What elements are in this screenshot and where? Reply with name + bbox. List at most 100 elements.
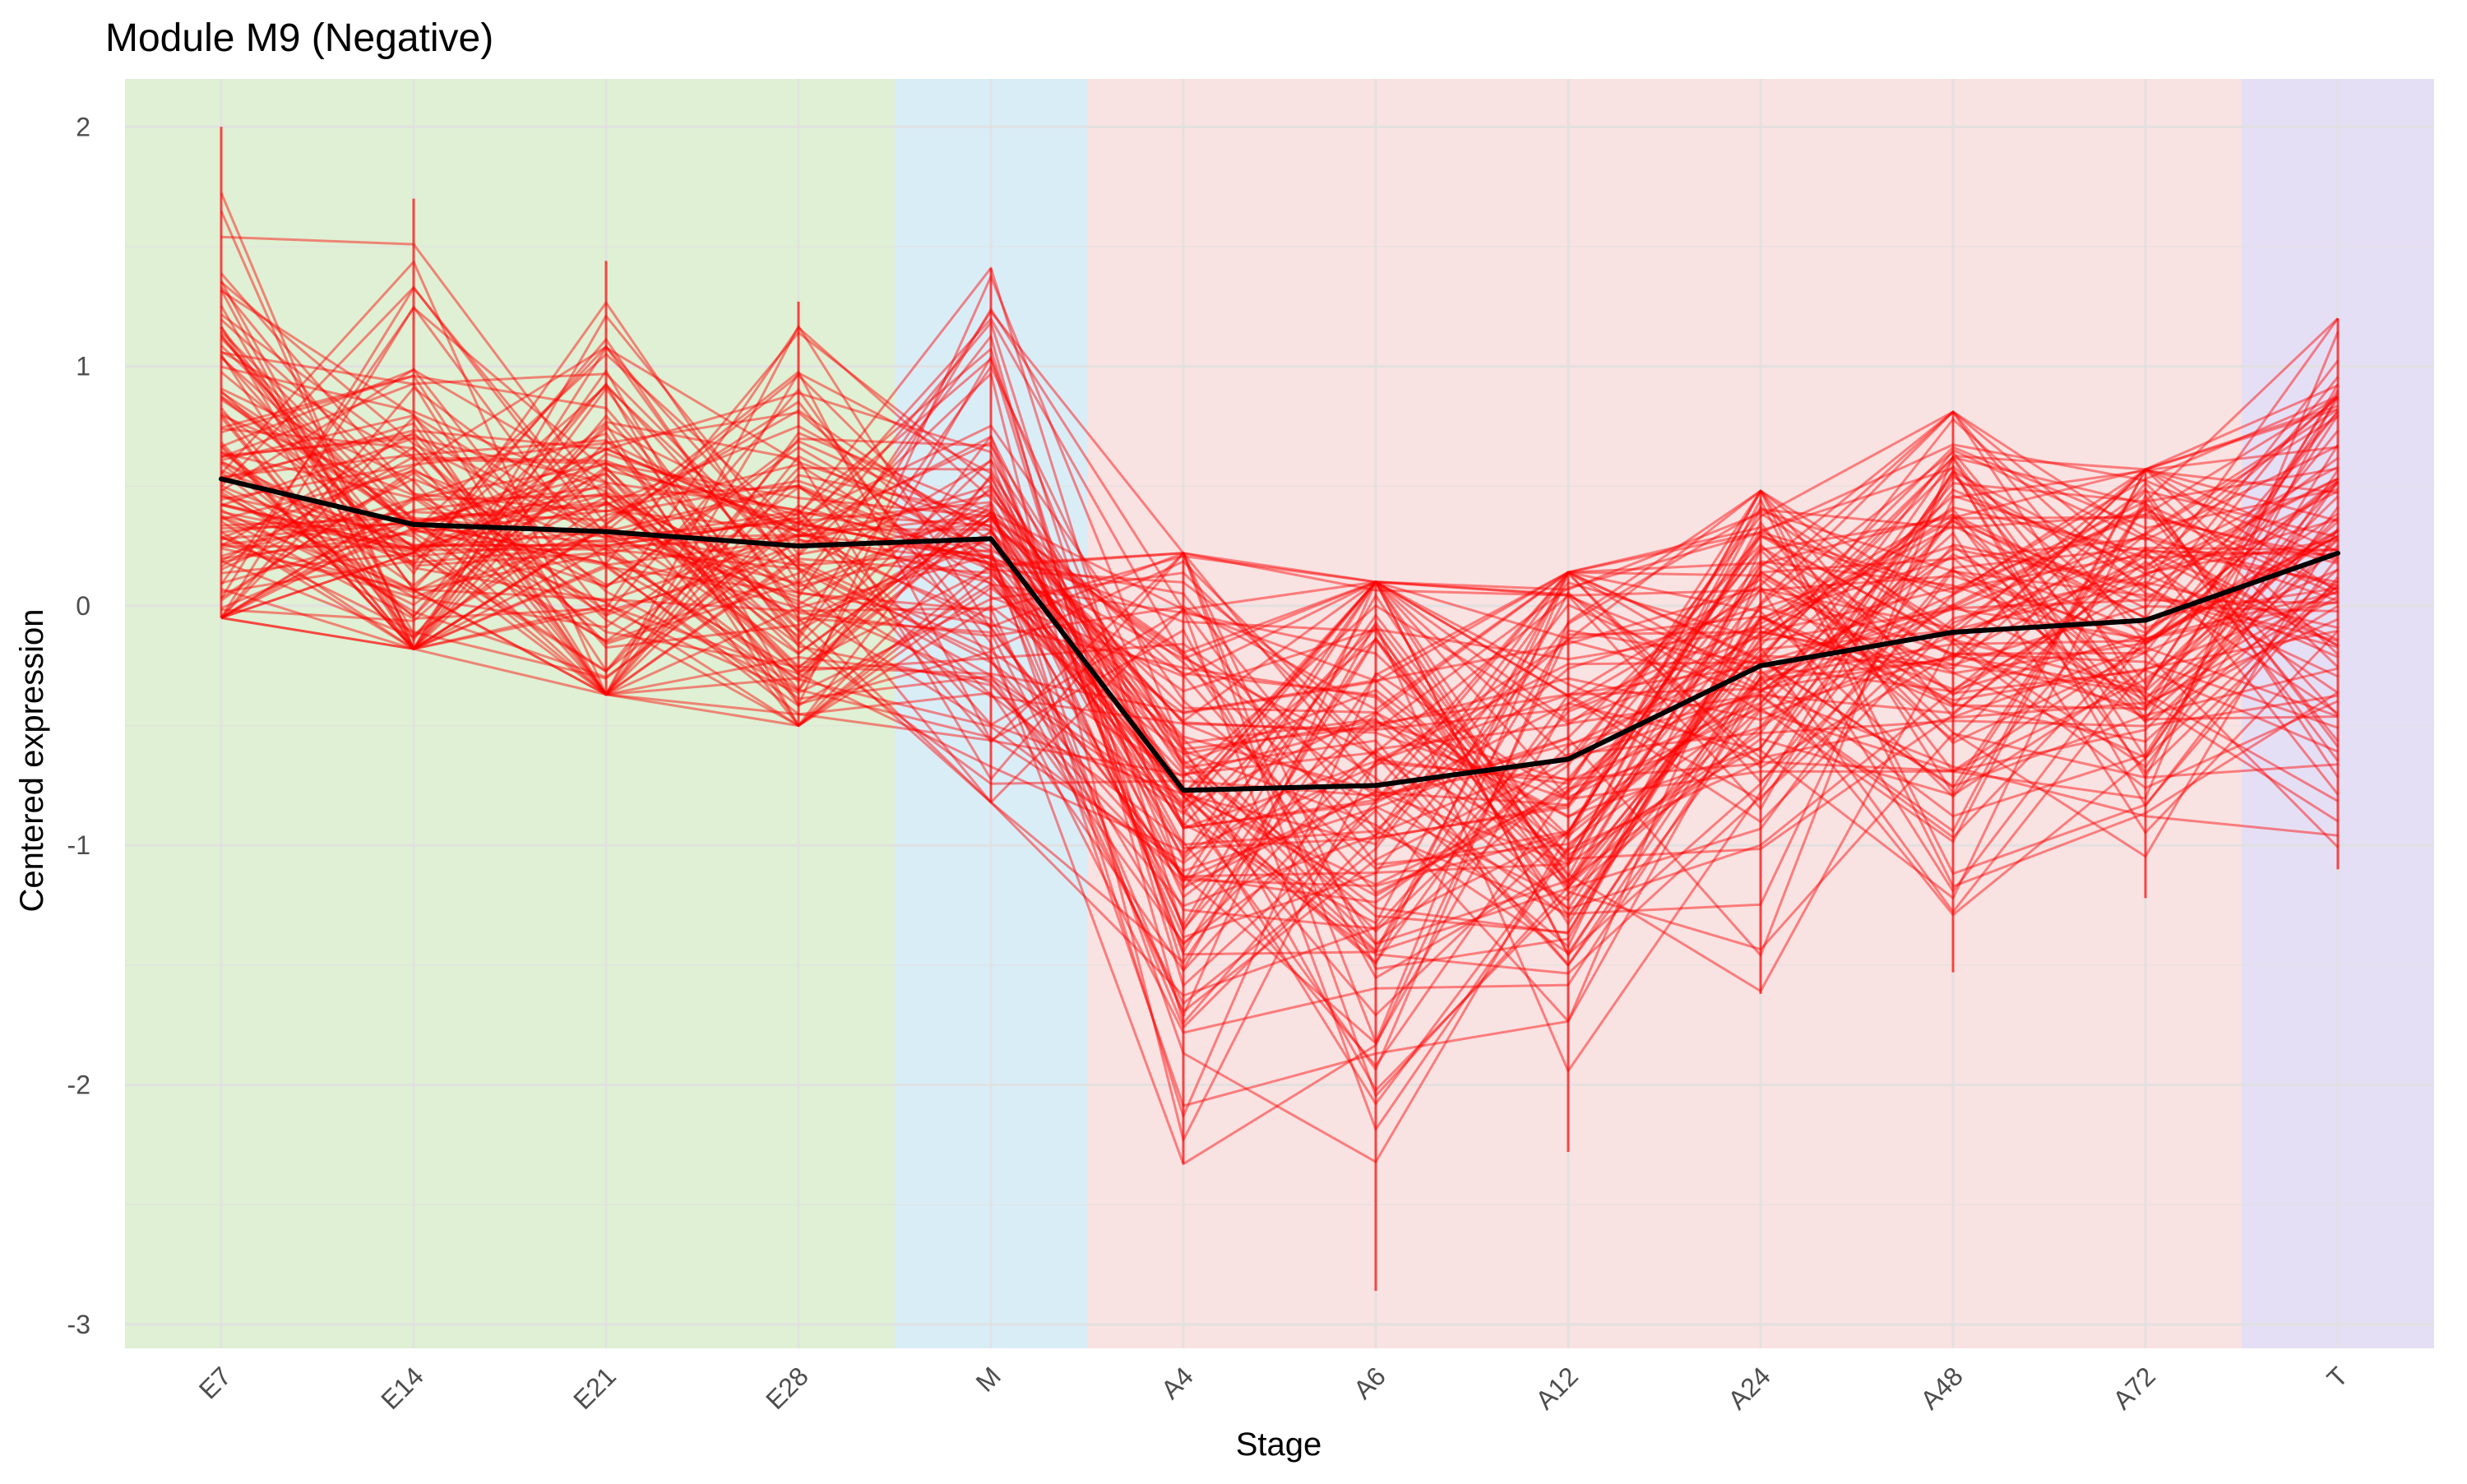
gene-line — [220, 396, 2339, 881]
gene-line — [220, 374, 2339, 866]
x-axis-title: Stage — [1236, 1426, 1322, 1463]
gene-line — [220, 410, 2339, 946]
gene-line — [220, 447, 2339, 956]
gene-line — [220, 326, 2340, 824]
gene-line — [220, 395, 2339, 935]
gene-line — [220, 395, 2339, 870]
gene-line — [220, 374, 2339, 1044]
gene-line — [220, 475, 2340, 945]
gene-line — [220, 318, 2339, 833]
gene-line — [220, 468, 2339, 751]
gene-line — [220, 429, 2340, 1045]
gene-line — [220, 356, 2339, 1023]
gene-line — [220, 416, 2339, 965]
gene-line — [220, 331, 2339, 926]
gene-line — [220, 431, 2339, 957]
x-tick-label: M — [970, 1361, 1007, 1397]
gene-line — [220, 372, 2339, 840]
gene-line — [220, 384, 2339, 972]
gene-line — [220, 466, 2340, 897]
gene-line — [220, 443, 2339, 732]
gene-line — [220, 392, 2340, 945]
gene-line — [220, 307, 2339, 1017]
gene-lines — [220, 127, 2340, 1292]
gene-line — [220, 344, 2339, 711]
y-tick-label: 0 — [76, 591, 90, 621]
y-axis-title: Centered expression — [14, 608, 50, 912]
x-tick-label: A4 — [1155, 1361, 1199, 1404]
gene-line — [220, 424, 2339, 934]
gene-line — [220, 331, 2340, 971]
y-tick-label: 1 — [76, 352, 90, 381]
gene-line — [220, 437, 2339, 796]
gene-line — [220, 469, 2339, 889]
gene-line — [220, 387, 2339, 886]
gene-line — [220, 325, 2339, 904]
gene-line — [220, 472, 2339, 742]
gene-line — [220, 383, 2340, 1117]
gene-line — [220, 446, 2339, 832]
gene-line — [220, 468, 2339, 1098]
mean-series — [219, 476, 2340, 793]
stage-band — [125, 79, 895, 1348]
gene-line — [220, 489, 2340, 1163]
x-tick-label: E28 — [760, 1361, 814, 1415]
gene-line — [220, 544, 2339, 882]
gene-line — [220, 358, 2340, 858]
gene-line — [220, 280, 2340, 793]
gene-line — [220, 455, 2339, 893]
x-tick-label: A6 — [1348, 1361, 1391, 1404]
gene-line — [220, 455, 2339, 1106]
gene-line — [220, 368, 2339, 891]
gene-line — [220, 506, 2340, 1067]
mean-line — [219, 476, 2340, 793]
gene-line — [220, 423, 2340, 970]
gene-line — [220, 365, 2339, 966]
gene-line — [220, 465, 2339, 678]
gene-line — [220, 192, 2339, 1073]
gene-line — [220, 441, 2340, 979]
x-tick-label: A48 — [1914, 1361, 1969, 1415]
gene-line — [220, 469, 2339, 915]
gene-line — [220, 382, 2339, 728]
gene-line — [220, 385, 2339, 1034]
gene-line — [220, 365, 2339, 764]
gene-line — [220, 522, 2339, 930]
gene-line — [220, 415, 2339, 956]
gene-line — [220, 478, 2339, 839]
gene-line — [220, 289, 2339, 945]
gene-line — [220, 338, 2339, 1006]
gene-line — [220, 286, 2340, 948]
gene-line — [220, 376, 2340, 857]
x-tick-label: E21 — [567, 1361, 622, 1415]
x-tick-label: A12 — [1530, 1361, 1584, 1415]
gene-line — [220, 386, 2340, 1107]
y-tick-label: 2 — [76, 112, 90, 141]
gene-line — [220, 465, 2339, 964]
gene-line — [220, 351, 2340, 839]
gene-line — [220, 368, 2339, 952]
gene-line — [220, 289, 2339, 818]
gene-line — [220, 432, 2339, 802]
gene-line — [220, 398, 2340, 899]
gene-line — [220, 486, 2339, 732]
gene-line — [220, 321, 2339, 951]
gene-line — [220, 333, 2339, 1013]
gene-line — [220, 397, 2340, 992]
y-tick-label: -3 — [67, 1310, 90, 1339]
gene-line — [220, 344, 2339, 954]
gene-line — [220, 266, 2339, 890]
gene-line — [220, 335, 2339, 1024]
gene-line — [220, 407, 2339, 997]
gene-line — [220, 346, 2340, 927]
gene-line — [220, 520, 2339, 919]
gene-line — [220, 301, 2339, 939]
gene-line — [220, 272, 2340, 1017]
gene-line — [220, 306, 2339, 838]
gene-line — [220, 345, 2340, 967]
gene-line — [220, 307, 2339, 1131]
x-tick-label: E7 — [193, 1361, 237, 1404]
gene-line — [220, 326, 2340, 895]
gene-line — [220, 457, 2340, 1029]
